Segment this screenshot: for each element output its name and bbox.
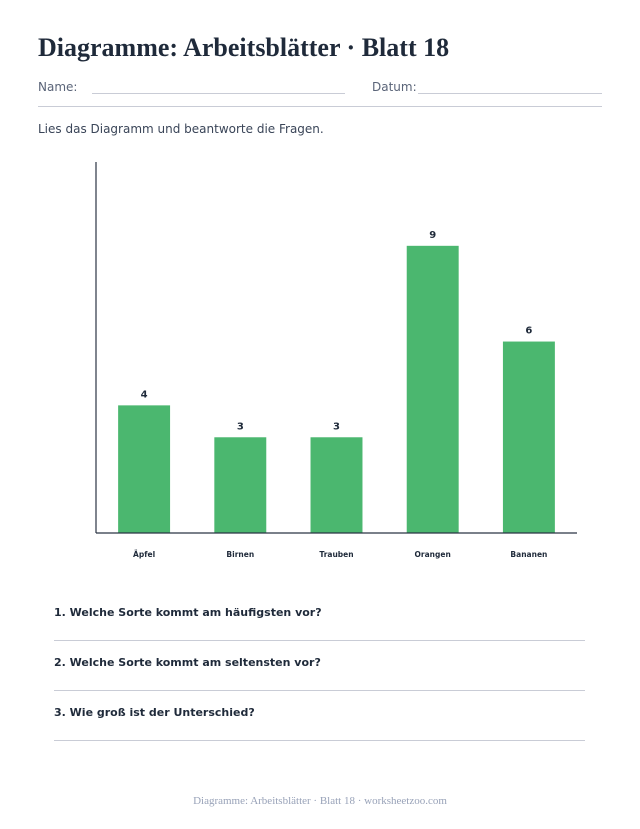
- header-divider: [38, 106, 602, 107]
- answer-line-1[interactable]: [54, 640, 585, 641]
- data-label-5: 6: [525, 326, 532, 337]
- data-label-3: 3: [333, 421, 340, 432]
- name-label: Name:: [38, 80, 78, 94]
- answer-line-2[interactable]: [54, 690, 585, 691]
- data-label-2: 3: [237, 421, 244, 432]
- date-label: Datum:: [372, 80, 417, 94]
- date-field[interactable]: [418, 93, 602, 94]
- bar-3: [310, 437, 363, 533]
- footer-text: Diagramme: Arbeitsblätter · Blatt 18 · w…: [193, 795, 447, 807]
- category-label-1: Äpfel: [133, 550, 155, 559]
- question-3: 3. Wie groß ist der Unterschied?: [54, 706, 255, 719]
- question-1: 1. Welche Sorte kommt am häufigsten vor?: [54, 606, 322, 619]
- category-label-2: Birnen: [226, 550, 254, 559]
- data-label-4: 9: [429, 230, 436, 241]
- question-2: 2. Welche Sorte kommt am seltensten vor?: [54, 656, 321, 669]
- bar-1: [118, 405, 171, 533]
- name-field[interactable]: [92, 93, 345, 94]
- bar-4: [406, 245, 459, 533]
- bar-chart: 4 Äpfel 3 Birnen 3 Trauben 9 Orangen 6 Bananen: [95, 162, 577, 559]
- bar-group: 4 Äpfel 3 Birnen 3 Trauben 9 Orangen 6 Bananen: [118, 230, 555, 559]
- bar-2: [214, 437, 267, 533]
- data-label-1: 4: [141, 389, 148, 400]
- category-label-5: Bananen: [510, 550, 547, 559]
- category-label-4: Orangen: [415, 550, 451, 559]
- page-title: Diagramme: Arbeitsblätter · Blatt 18: [38, 33, 450, 62]
- answer-line-3[interactable]: [54, 740, 585, 741]
- category-label-3: Trauben: [319, 550, 353, 559]
- instruction-text: Lies das Diagramm und beantworte die Fra…: [38, 122, 324, 136]
- bar-5: [502, 341, 555, 533]
